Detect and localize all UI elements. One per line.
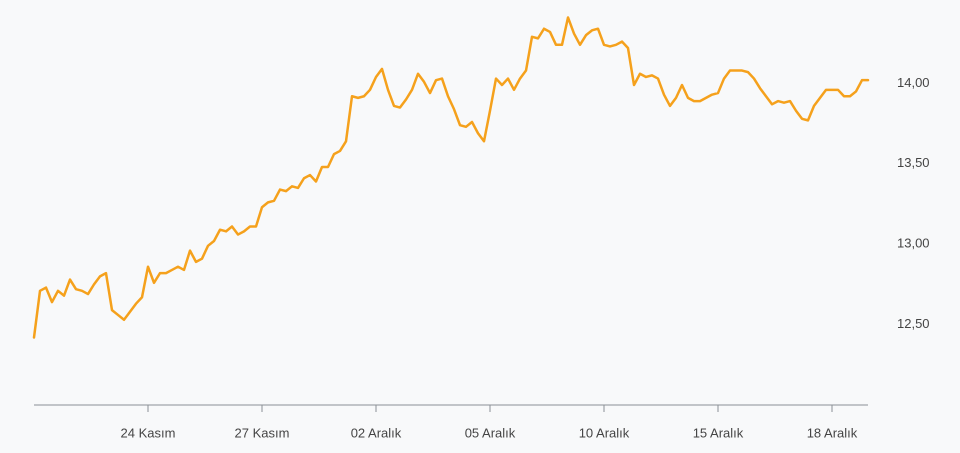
y-tick-label: 13,50 <box>897 155 930 170</box>
x-tick-label: 10 Aralık <box>579 425 630 440</box>
x-tick-label: 15 Aralık <box>693 425 744 440</box>
y-tick-label: 12,50 <box>897 316 930 331</box>
y-tick-label: 13,00 <box>897 236 930 251</box>
x-tick-label: 24 Kasım <box>121 425 176 440</box>
x-tick-label: 27 Kasım <box>235 425 290 440</box>
x-tick-label: 02 Aralık <box>351 425 402 440</box>
price-line <box>32 16 870 339</box>
x-tick-label: 18 Aralık <box>807 425 858 440</box>
y-tick-label: 14,00 <box>897 75 930 90</box>
x-tick-label: 05 Aralık <box>465 425 516 440</box>
